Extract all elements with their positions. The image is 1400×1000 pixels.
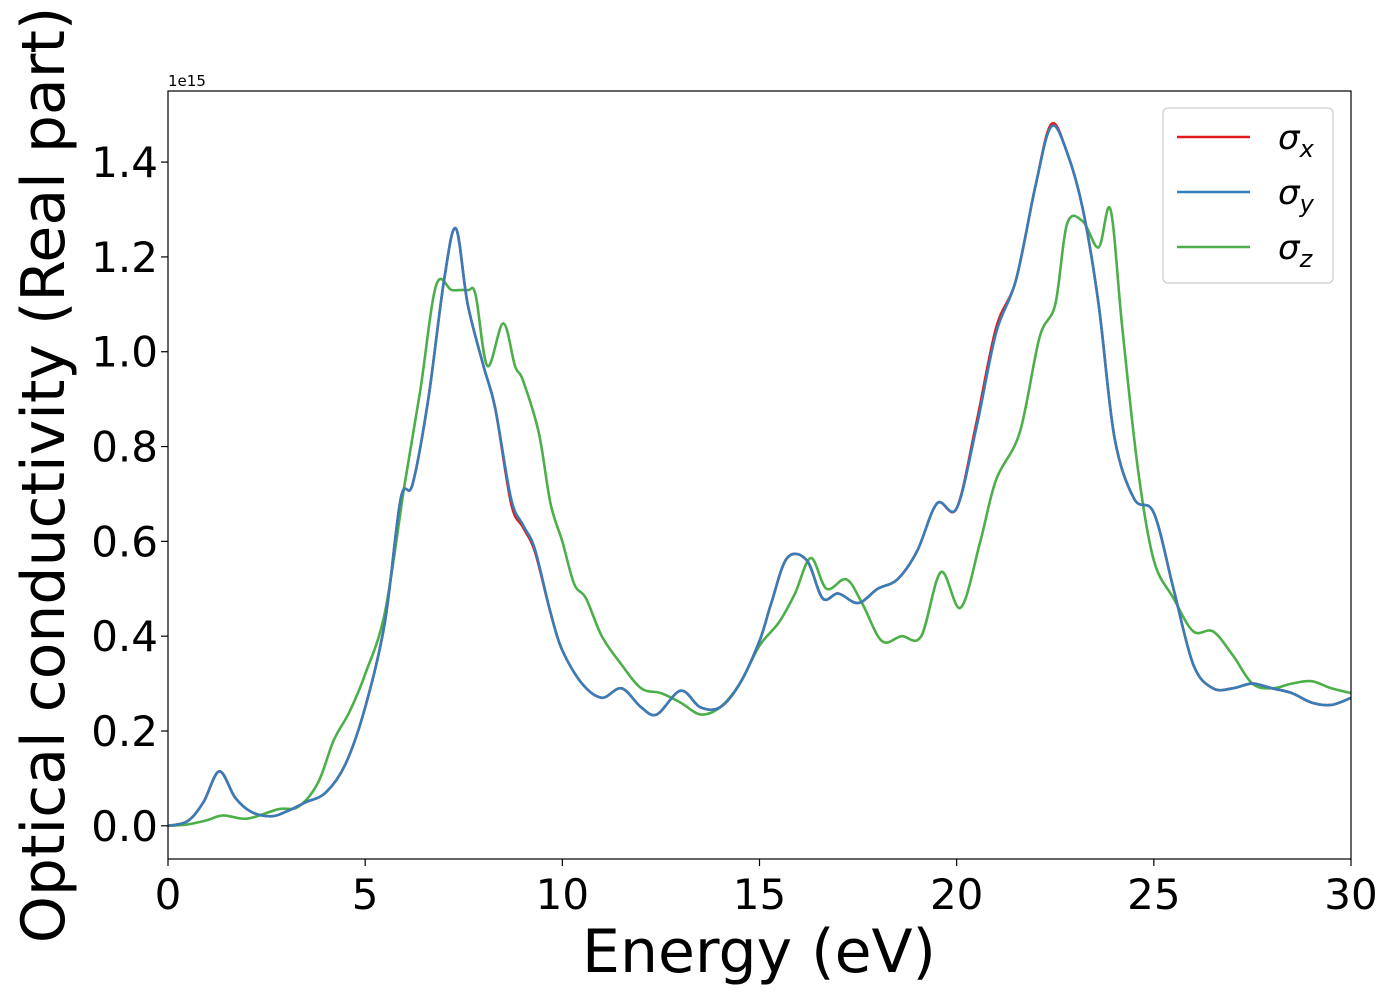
y-tick-label: 0.2 [91,707,158,756]
x-tick-label: 30 [1324,870,1377,919]
y-tick-label: 0.0 [91,802,158,851]
legend-label-subscript: z [1299,245,1314,273]
y-tick-label: 0.8 [91,423,158,472]
x-tick-label: 10 [536,870,589,919]
legend-label-subscript: x [1299,135,1315,163]
y-axis-offset-label: 1e15 [168,72,206,90]
y-tick-label: 1.4 [91,138,158,187]
y-axis-ticks: 0.0 0.2 0.4 0.6 0.8 1.0 1.2 1.4 [91,138,168,851]
x-tick-label: 0 [155,870,182,919]
series-line-y [168,124,1351,828]
y-tick-label: 0.6 [91,517,158,566]
y-tick-label: 0.4 [91,612,158,661]
x-tick-label: 15 [733,870,786,919]
x-tick-label: 25 [1127,870,1180,919]
series-layer [168,121,1351,828]
legend-label-subscript: y [1299,190,1315,218]
x-axis-ticks: 0 5 10 15 20 25 30 [155,859,1378,919]
y-tick-label: 1.0 [91,328,158,377]
x-tick-label: 5 [352,870,379,919]
y-axis-title: Optical conductivity (Real part) [9,7,79,944]
legend-frame [1162,107,1334,284]
y-tick-label: 1.2 [91,233,158,282]
x-tick-label: 20 [930,870,983,919]
x-axis-title: Energy (eV) [582,917,936,987]
